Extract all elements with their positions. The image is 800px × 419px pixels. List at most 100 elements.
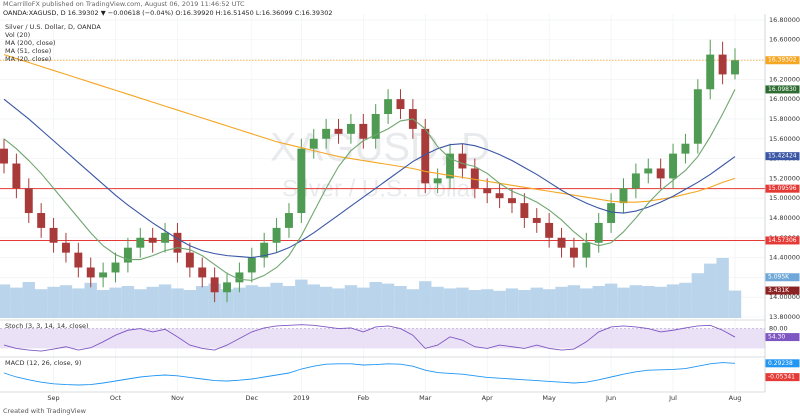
- volume-bar: [691, 273, 705, 318]
- volume-bar: [10, 287, 23, 318]
- volume-bar: [196, 286, 209, 318]
- legend-entry: Vol (20): [5, 31, 30, 39]
- candle-body: [508, 198, 516, 204]
- candle-body: [384, 99, 393, 115]
- candle-body: [619, 188, 628, 204]
- candle-body: [532, 217, 541, 223]
- volume-bar: [282, 286, 296, 318]
- legend-entry: MA (200, close): [5, 39, 55, 47]
- candle-body: [483, 188, 492, 194]
- volume-bar: [419, 281, 432, 318]
- y-tick-label: 14.40000: [769, 254, 800, 262]
- stoch-band: [0, 328, 765, 349]
- x-tick-label: Oct: [110, 394, 122, 402]
- candle-body: [681, 143, 690, 154]
- volume-bar: [468, 290, 482, 318]
- volume-bar: [72, 288, 85, 318]
- value-box-label: 54.30: [768, 334, 785, 341]
- candle-body: [359, 123, 368, 139]
- value-box: [765, 56, 800, 65]
- candle-body: [24, 188, 33, 214]
- x-tick-label: Mar: [419, 394, 432, 402]
- volume-bar: [96, 290, 110, 318]
- y-tick-label: 15.60000: [769, 135, 800, 143]
- volume-bar: [245, 285, 258, 318]
- value-box: [765, 286, 800, 295]
- candle-body: [297, 148, 306, 214]
- volume-bar: [567, 285, 581, 318]
- value-box-label: -0.05341: [768, 374, 795, 381]
- candle-body: [173, 232, 182, 253]
- volume-bar: [704, 263, 717, 318]
- y-tick-label: 16.00000: [769, 95, 800, 103]
- candle-body: [446, 153, 454, 179]
- candle-body: [718, 54, 727, 75]
- candle-body: [545, 222, 554, 238]
- volume-bar: [34, 289, 48, 318]
- value-box-label: 16.09830: [768, 86, 797, 93]
- candle-body: [185, 252, 194, 268]
- volume-bar: [629, 285, 643, 318]
- volume-bar: [679, 282, 692, 318]
- volume-bar: [666, 284, 680, 318]
- candle-body: [433, 178, 442, 184]
- candle-body: [322, 128, 331, 139]
- moving-average: [3, 54, 736, 203]
- candle-body: [396, 99, 405, 110]
- candle-body: [99, 272, 108, 278]
- volume-bar: [332, 288, 345, 318]
- candle-body: [706, 54, 715, 90]
- volume-bar: [555, 286, 568, 318]
- x-tick-label: Dec: [246, 394, 259, 402]
- y-tick-label: 80.00: [769, 325, 788, 333]
- volume-bar: [592, 286, 605, 318]
- value-box: [765, 85, 800, 94]
- candle-body: [136, 237, 145, 248]
- volume-bar: [47, 286, 60, 318]
- volume-bar: [530, 287, 543, 318]
- volume-bar: [158, 284, 172, 318]
- plot: [0, 39, 765, 386]
- moving-average: [3, 89, 736, 281]
- candle-body: [421, 128, 430, 184]
- volume-bar: [580, 288, 593, 318]
- candle-body: [520, 203, 529, 218]
- volume-bar: [146, 286, 159, 318]
- macd-line: [3, 362, 736, 386]
- volume-bar: [642, 286, 655, 318]
- volume-bar: [716, 258, 729, 318]
- value-box: [765, 373, 800, 382]
- y-tick-label: 14.80000: [769, 214, 800, 222]
- volume-bar: [270, 282, 283, 318]
- volume-bar: [220, 289, 234, 318]
- candle-body: [272, 227, 281, 243]
- value-box-label: 0.29238: [768, 360, 793, 367]
- y-tick-label: 16.80000: [769, 16, 800, 24]
- x-tick-label: May: [542, 394, 556, 402]
- value-box: [765, 184, 800, 193]
- volume-bar: [22, 282, 35, 318]
- candle-body: [669, 153, 678, 179]
- y-tick-label: 15.00000: [769, 194, 800, 202]
- candle-body: [346, 123, 355, 134]
- candle-body: [582, 242, 591, 258]
- volume-bar: [542, 289, 556, 318]
- candle-body: [557, 237, 566, 248]
- volume-bar: [505, 288, 519, 318]
- stoch-line: [3, 324, 736, 352]
- volume-bar: [431, 286, 444, 318]
- volume-bar: [295, 279, 308, 318]
- candle-body: [210, 277, 219, 293]
- candle-body: [12, 163, 21, 189]
- candle-body: [260, 242, 269, 258]
- x-tick-label: Apr: [482, 394, 494, 402]
- legend-entry: MA (20, close): [5, 55, 51, 63]
- volume-bar: [493, 290, 506, 318]
- volume-bar: [319, 286, 333, 318]
- candle-body: [223, 282, 231, 293]
- y-tick-label: 16.20000: [769, 75, 800, 83]
- candle-body: [74, 252, 83, 268]
- candle-body: [285, 213, 293, 228]
- x-tick-label: Aug: [729, 394, 742, 402]
